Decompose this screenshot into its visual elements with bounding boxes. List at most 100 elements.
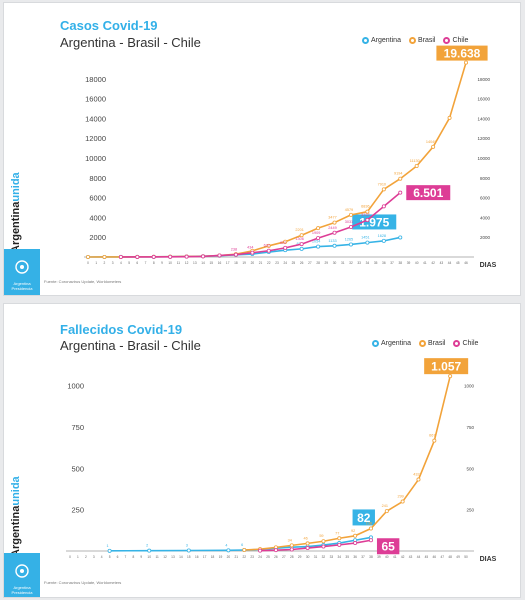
data-point-chile bbox=[283, 245, 288, 250]
y-right-tick-label: 16000 bbox=[477, 97, 490, 102]
data-point-argentina bbox=[147, 548, 152, 553]
data-label-brasil: 11130 bbox=[410, 159, 420, 163]
x-tick-label: 0 bbox=[69, 555, 71, 559]
data-point-brasil bbox=[289, 543, 294, 548]
source-note: Fuente: Coronavirus Update, Worldometers bbox=[44, 580, 122, 585]
x-tick-label: 14 bbox=[201, 261, 205, 265]
data-point-chile bbox=[337, 542, 342, 547]
data-point-brasil bbox=[299, 233, 304, 238]
x-tick-label: 29 bbox=[325, 261, 329, 265]
data-point-brasil bbox=[398, 176, 403, 181]
x-tick-label: 3 bbox=[112, 261, 114, 265]
x-tick-label: 4 bbox=[120, 261, 122, 265]
y-tick-label: 10000 bbox=[85, 154, 106, 163]
x-tick-label: 33 bbox=[357, 261, 361, 265]
x-tick-label: 7 bbox=[125, 555, 127, 559]
deaths-chart: 0 1 2 3 4 5 6 7 8 9 10 11 12 13 14 15 16 17 18 19 20 21 22 23 24… bbox=[66, 358, 497, 563]
x-tick-label: 36 bbox=[382, 261, 386, 265]
data-point-argentina bbox=[398, 235, 403, 240]
data-label-brasil: 7910 bbox=[378, 182, 386, 186]
x-tick-label: 48 bbox=[448, 555, 452, 559]
data-point-brasil bbox=[365, 209, 370, 214]
x-tick-label: 34 bbox=[366, 261, 370, 265]
y-right-tick-label: 18000 bbox=[477, 77, 490, 82]
x-tick-label: 5 bbox=[128, 261, 130, 265]
x-tick-label: 10 bbox=[147, 555, 151, 559]
chart-title: Casos Covid-19 bbox=[60, 18, 158, 33]
y-tick-label: 750 bbox=[71, 423, 84, 432]
x-tick-label: 35 bbox=[374, 261, 378, 265]
x-tick-label: 41 bbox=[423, 261, 427, 265]
legend-chile: Chile bbox=[453, 340, 478, 347]
x-tick-label: 13 bbox=[171, 555, 175, 559]
x-tick-label: 32 bbox=[322, 555, 326, 559]
x-tick-label: 26 bbox=[300, 261, 304, 265]
x-tick-label: 42 bbox=[431, 261, 435, 265]
data-point-chile bbox=[266, 248, 271, 253]
data-label-chile: 3737 bbox=[361, 213, 369, 217]
legend-brasil: Brasil bbox=[408, 37, 435, 44]
x-tick-label: 31 bbox=[341, 261, 345, 265]
x-tick-label: 11 bbox=[177, 261, 181, 265]
callout-value-chile: 65 bbox=[381, 540, 395, 554]
x-tick-label: 1 bbox=[77, 555, 79, 559]
data-point-chile bbox=[151, 254, 156, 259]
data-label-brasil: 136 bbox=[366, 522, 372, 526]
x-tick-label: 31 bbox=[314, 555, 318, 559]
x-tick-label: 19 bbox=[219, 555, 223, 559]
y-tick-label: 8000 bbox=[89, 174, 106, 183]
data-label-chile: 1909 bbox=[312, 231, 320, 235]
data-label-argentina: 4 bbox=[225, 543, 227, 547]
brand-band: Argentinaunida Argentina Presidencia bbox=[4, 143, 40, 295]
y-right-tick-label: 4000 bbox=[480, 215, 491, 220]
data-label-brasil: 2201 bbox=[295, 228, 303, 232]
y-tick-label: 2000 bbox=[89, 233, 106, 242]
x-axis-label: DIAS bbox=[480, 262, 497, 269]
sun-emblem-icon bbox=[15, 564, 29, 578]
x-tick-label: 24 bbox=[258, 555, 262, 559]
x-tick-label: 34 bbox=[338, 555, 342, 559]
y-right-tick-label: 250 bbox=[466, 508, 474, 513]
x-tick-label: 21 bbox=[259, 261, 263, 265]
data-point-chile bbox=[348, 224, 353, 229]
data-point-chile bbox=[273, 548, 278, 553]
x-tick-label: 4 bbox=[101, 555, 103, 559]
series-line-chile bbox=[260, 539, 372, 552]
x-tick-label: 23 bbox=[250, 555, 254, 559]
data-point-chile bbox=[201, 254, 206, 259]
callout-box-chile bbox=[406, 185, 451, 201]
x-tick-label: 30 bbox=[333, 261, 337, 265]
callout-box-argentina bbox=[352, 214, 397, 230]
data-point-brasil bbox=[102, 254, 107, 259]
x-tick-label: 25 bbox=[292, 261, 296, 265]
x-tick-label: 1 bbox=[95, 261, 97, 265]
x-tick-label: 27 bbox=[308, 261, 312, 265]
data-point-chile bbox=[168, 254, 173, 259]
data-label-brasil: 9194 bbox=[394, 172, 402, 176]
y-right-tick-label: 12000 bbox=[477, 136, 490, 141]
chart-subtitle: Argentina - Brasil - Chile bbox=[60, 338, 201, 353]
data-label-brasil: 299 bbox=[397, 495, 403, 499]
data-label-brasil: 432 bbox=[413, 473, 419, 477]
data-label-argentina: 1451 bbox=[361, 236, 369, 240]
chart-subtitle: Argentina - Brasil - Chile bbox=[60, 35, 201, 50]
x-tick-label: 23 bbox=[275, 261, 279, 265]
x-tick-label: 15 bbox=[187, 555, 191, 559]
y-right-tick-label: 750 bbox=[466, 425, 474, 430]
cases-chart: 0 1 2 3 4 5 6 7 8 9 10 11 12 13 14 15 16 17 18 19 20 21 22 23 24… bbox=[84, 45, 497, 269]
logo-label-1: Argentina bbox=[13, 585, 31, 590]
data-point-brasil bbox=[337, 536, 342, 541]
callout-value-brasil: 1.057 bbox=[431, 360, 461, 374]
data-point-brasil bbox=[400, 499, 405, 504]
series-line-chile bbox=[120, 192, 401, 258]
data-label-brasil: 59 bbox=[319, 534, 323, 538]
data-point-chile bbox=[258, 548, 263, 553]
brand-logo: Argentina Presidencia bbox=[4, 553, 40, 597]
y-tick-label: 6000 bbox=[89, 194, 106, 203]
x-tick-label: 21 bbox=[235, 555, 239, 559]
x-tick-label: 28 bbox=[316, 261, 320, 265]
callout-value-argentina: 1.975 bbox=[359, 215, 389, 229]
x-tick-label: 38 bbox=[398, 261, 402, 265]
data-point-brasil bbox=[266, 243, 271, 248]
x-tick-label: 8 bbox=[153, 261, 155, 265]
